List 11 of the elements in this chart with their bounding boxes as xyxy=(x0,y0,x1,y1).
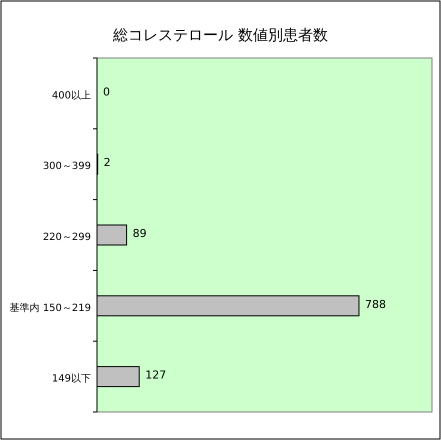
tick-label: 400以上 xyxy=(52,90,91,102)
data-label: 788 xyxy=(364,298,386,311)
data-label: 0 xyxy=(103,85,110,98)
title: 総コレステロール 数値別患者数 xyxy=(113,26,328,44)
data-label: 89 xyxy=(132,227,147,240)
tick-label: 基準内 150～219 xyxy=(10,302,91,314)
tick-label: 220～299 xyxy=(42,232,91,243)
data-label: 127 xyxy=(145,368,166,382)
tick-label: 149以下 xyxy=(52,374,91,385)
tick-label: 300～399 xyxy=(42,161,91,172)
data-label: 2 xyxy=(104,156,111,170)
